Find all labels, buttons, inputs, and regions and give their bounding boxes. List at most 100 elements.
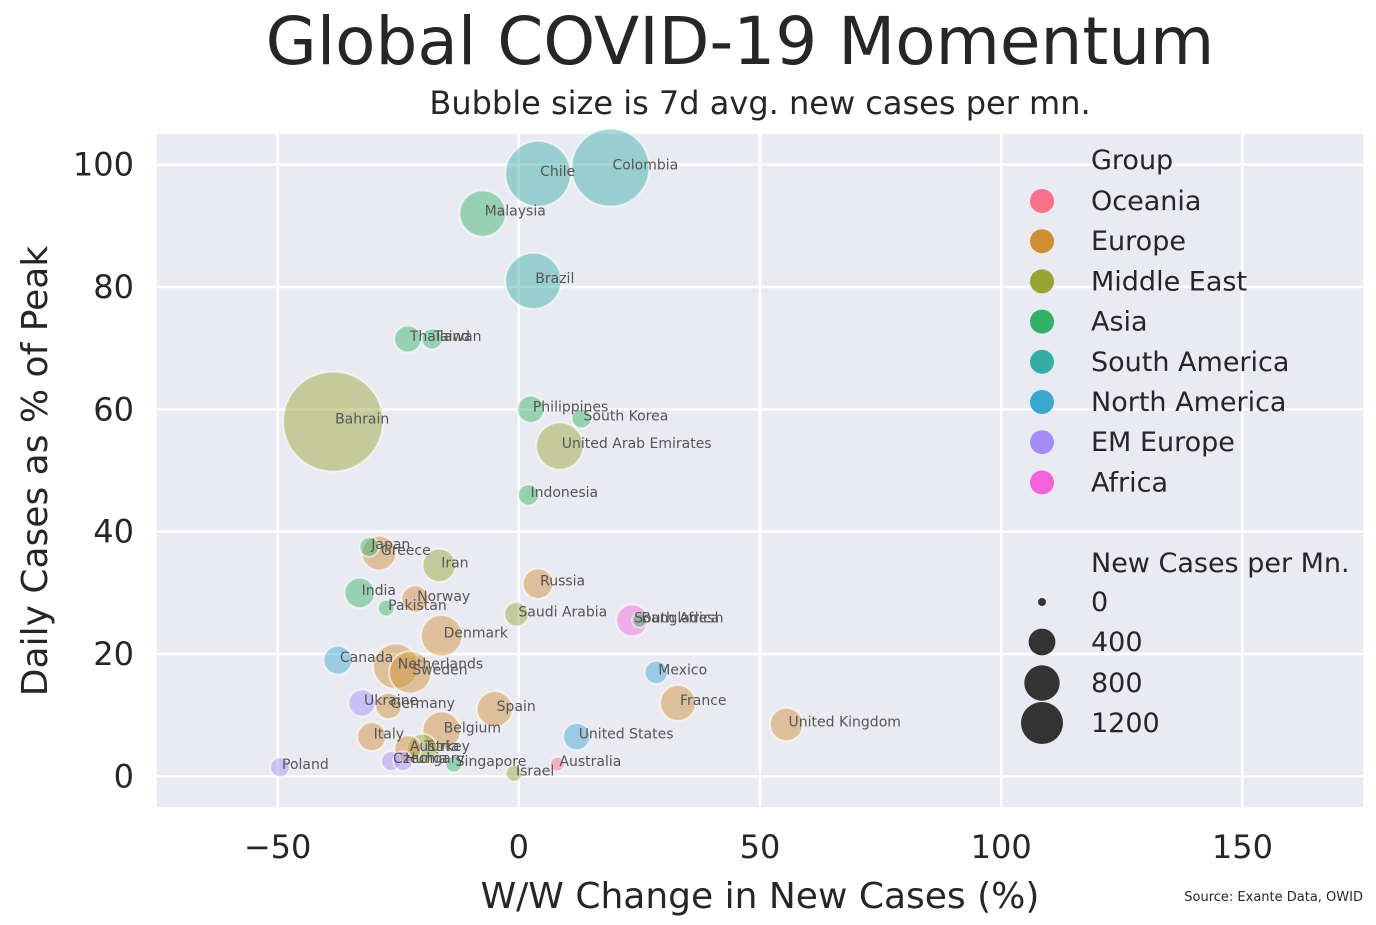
label-spain: Spain — [497, 699, 536, 715]
point-bangladesh — [631, 612, 648, 629]
point-indonesia — [517, 483, 540, 507]
point-south-korea — [570, 407, 593, 430]
legend-size-label: 1200 — [1091, 708, 1160, 739]
x-tick-label: −50 — [244, 828, 312, 866]
legend-label-north-america: North America — [1091, 387, 1286, 418]
point-philippines — [516, 394, 546, 424]
label-norway: Norway — [417, 589, 470, 605]
label-israel: Israel — [516, 763, 554, 779]
label-philippines: Philippines — [533, 399, 608, 415]
label-italy: Italy — [374, 727, 404, 743]
label-turkey: Turkey — [423, 739, 470, 755]
point-canada — [322, 644, 354, 676]
x-ticks: −50 0 50 100 150 — [244, 828, 1273, 866]
point-iran — [421, 547, 457, 583]
y-axis-title: Daily Cases as % of Peak — [15, 246, 56, 697]
point-belgium — [421, 710, 462, 751]
label-pakistan: Pakistan — [388, 598, 447, 614]
point-colombia — [570, 127, 651, 208]
label-czechia: Czechia — [393, 751, 448, 767]
point-france — [659, 684, 697, 722]
y-tick-label: 20 — [93, 635, 134, 673]
x-tick-label: 150 — [1212, 828, 1273, 866]
label-united-kingdom: United Kingdom — [789, 714, 901, 730]
label-indonesia: Indonesia — [530, 485, 598, 501]
point-united-arab-emirates — [535, 421, 585, 471]
point-united-kingdom — [768, 706, 805, 742]
point-hungary — [392, 750, 414, 772]
label-bahrain: Bahrain — [335, 412, 389, 428]
label-taiwan: Taiwan — [433, 329, 482, 345]
label-singapore: Singapore — [456, 754, 527, 770]
grid — [157, 134, 1363, 807]
legend-swatch-middle-east — [1030, 269, 1054, 294]
label-iran: Iran — [441, 555, 468, 571]
legend-swatch-asia — [1030, 309, 1054, 334]
point-mexico — [643, 659, 669, 685]
label-south-korea: South Korea — [584, 408, 669, 424]
label-india: India — [362, 583, 396, 599]
legend: Group Oceania Europe Middle East Asia South … — [1021, 145, 1350, 744]
legend-label-africa: Africa — [1091, 467, 1168, 498]
label-chile: Chile — [540, 164, 575, 180]
legend-size-marker — [1028, 628, 1056, 656]
y-tick-label: 100 — [73, 146, 134, 184]
point-israel — [504, 764, 524, 783]
label-saudi-arabia: Saudi Arabia — [518, 604, 607, 620]
point-saudi-arabia — [503, 601, 530, 628]
legend-size-marker — [1038, 598, 1046, 606]
point-sweden — [388, 650, 433, 695]
point-chile — [504, 140, 572, 208]
legend-group-title: Group — [1091, 145, 1173, 176]
y-tick-label: 60 — [93, 390, 134, 428]
legend-swatch-north-america — [1030, 390, 1054, 414]
label-austria: Austria — [410, 739, 459, 755]
label-south-africa: South Africa — [634, 610, 719, 626]
legend-swatch-south-america — [1030, 349, 1054, 374]
label-canada: Canada — [340, 650, 393, 666]
x-axis-title: W/W Change in New Cases (%) — [481, 876, 1040, 917]
legend-swatch-europe — [1030, 229, 1054, 254]
label-denmark: Denmark — [444, 626, 509, 642]
legend-size-label: 0 — [1091, 587, 1108, 618]
label-germany: Germany — [391, 696, 455, 712]
label-japan: Japan — [370, 537, 410, 553]
legend-size-marker — [1024, 665, 1060, 701]
label-colombia: Colombia — [612, 158, 678, 174]
chart-subtitle: Bubble size is 7d avg. new cases per mn. — [429, 84, 1090, 122]
label-brazil: Brazil — [535, 271, 574, 287]
legend-label-south-america: South America — [1091, 347, 1289, 378]
label-hungary: Hungary — [405, 751, 465, 767]
point-malaysia — [458, 189, 507, 238]
legend-size-marker — [1021, 702, 1063, 744]
label-united-arab-emirates: United Arab Emirates — [562, 436, 712, 452]
point-poland — [269, 756, 291, 779]
legend-swatch-africa — [1030, 470, 1054, 495]
label-malaysia: Malaysia — [485, 204, 546, 220]
label-thailand: Thailand — [409, 329, 470, 345]
point-singapore — [444, 754, 463, 774]
legend-label-em-europe: EM Europe — [1091, 427, 1235, 458]
legend-swatch-oceania — [1030, 189, 1054, 213]
legend-label-oceania: Oceania — [1091, 186, 1201, 217]
label-greece: Greece — [381, 543, 431, 559]
label-russia: Russia — [540, 574, 585, 590]
label-australia: Australia — [559, 754, 621, 770]
point-bahrain — [282, 370, 385, 473]
label-belgium: Belgium — [444, 721, 501, 737]
y-ticks: 0 20 40 60 80 100 — [73, 146, 134, 796]
y-tick-label: 40 — [93, 513, 134, 551]
point-brazil — [504, 251, 563, 310]
y-tick-label: 80 — [93, 268, 134, 306]
chart-title: Global COVID-19 Momentum — [266, 3, 1215, 80]
legend-size-label: 800 — [1091, 668, 1143, 699]
point-pakistan — [376, 598, 396, 618]
legend-groups: Oceania Europe Middle East Asia South Americ… — [1030, 186, 1289, 498]
legend-swatch-em-europe — [1030, 430, 1054, 455]
point-italy — [356, 721, 388, 752]
point-japan — [358, 536, 381, 558]
x-tick-label: 50 — [740, 828, 781, 866]
data-points — [269, 127, 805, 783]
legend-sizes: 0 400 800 1200 — [1021, 587, 1160, 744]
